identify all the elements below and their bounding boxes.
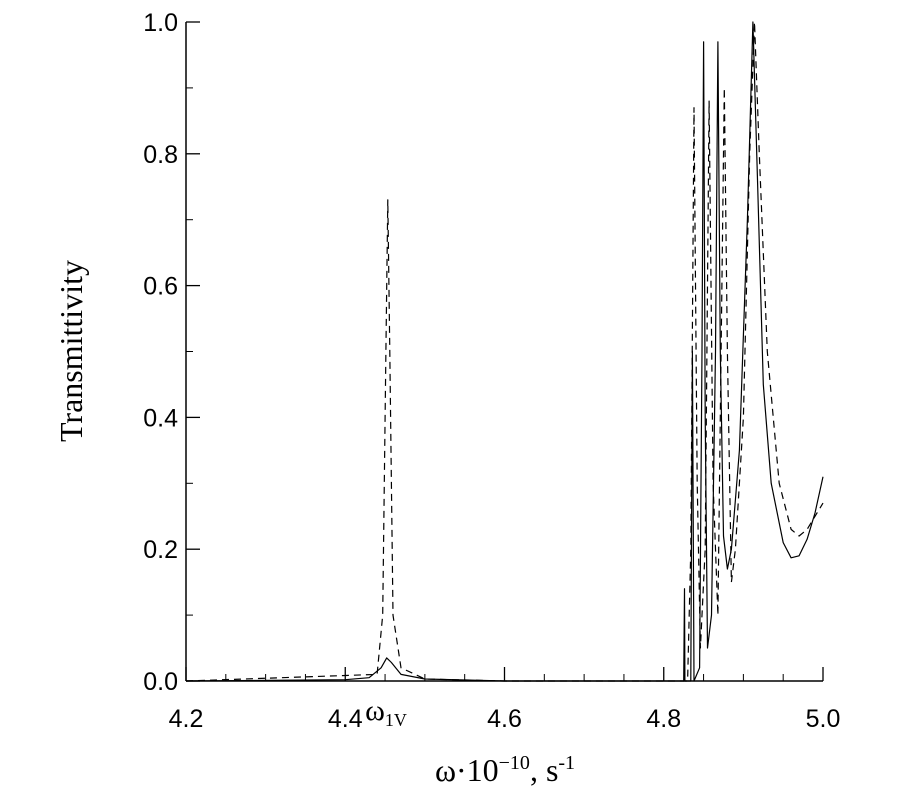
x-axis-ticks: 4.2 4.4 4.6 4.8 5.0	[169, 667, 841, 733]
x-tick-label: 4.8	[646, 705, 681, 733]
x-axis-label-unit: , s	[530, 752, 558, 788]
x-axis-label-main: ω·10	[435, 752, 499, 788]
x-tick-label: 4.6	[487, 705, 522, 733]
x-axis-label: ω·10−10, s-1	[435, 752, 575, 788]
x-tick-label: 4.2	[169, 705, 204, 733]
x-tick-label: 4.4	[328, 705, 363, 733]
x-axis-label-exponent: −10	[499, 752, 530, 774]
y-axis-label: Transmittivity	[53, 260, 89, 442]
plot-frame	[185, 22, 823, 682]
y-tick-label: 0.0	[143, 668, 178, 696]
y-tick-label: 0.8	[143, 141, 178, 169]
x-tick-label: 5.0	[806, 705, 841, 733]
series-layer	[185, 21, 824, 682]
y-tick-label: 0.2	[143, 536, 178, 564]
dashed-series-line	[185, 21, 824, 682]
y-tick-label: 0.4	[143, 404, 178, 432]
annotation-subscript: 1V	[385, 710, 407, 730]
y-tick-label: 0.6	[143, 273, 178, 301]
y-tick-label: 1.0	[143, 9, 178, 37]
annotation-symbol: ω	[365, 694, 385, 727]
x-axis-label-unit-exponent: -1	[558, 752, 575, 774]
y-axis-ticks: 0.0 0.2 0.4 0.6 0.8 1.0	[143, 9, 200, 696]
solid-series-line	[185, 21, 824, 682]
omega-1v-annotation: ω1V	[365, 694, 407, 730]
